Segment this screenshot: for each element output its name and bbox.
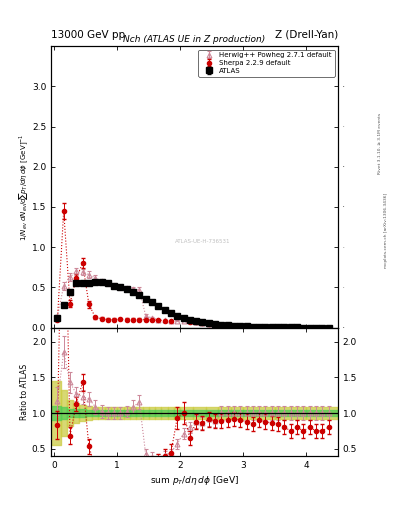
Text: ATLAS-UE-H-736531: ATLAS-UE-H-736531 [175,239,231,244]
Text: Z (Drell-Yan): Z (Drell-Yan) [275,30,338,40]
Text: 13000 GeV pp: 13000 GeV pp [51,30,125,40]
Y-axis label: $1/N_{ev}\ dN_{ev}/d\!\sum\! p_T/d\eta\,d\phi\ \mathrm{[GeV]^{-1}}$: $1/N_{ev}\ dN_{ev}/d\!\sum\! p_T/d\eta\,… [18,133,31,241]
X-axis label: sum $p_T/d\eta\,d\phi$ [GeV]: sum $p_T/d\eta\,d\phi$ [GeV] [150,474,239,487]
Title: Nch (ATLAS UE in Z production): Nch (ATLAS UE in Z production) [123,35,266,44]
Text: Rivet 3.1.10, ≥ 3.1M events: Rivet 3.1.10, ≥ 3.1M events [378,113,382,174]
Legend: Herwig++ Powheg 2.7.1 default, Sherpa 2.2.9 default, ATLAS: Herwig++ Powheg 2.7.1 default, Sherpa 2.… [198,50,334,77]
Y-axis label: Ratio to ATLAS: Ratio to ATLAS [20,364,29,420]
Text: mcplots.cern.ch [arXiv:1306.3436]: mcplots.cern.ch [arXiv:1306.3436] [384,193,388,268]
